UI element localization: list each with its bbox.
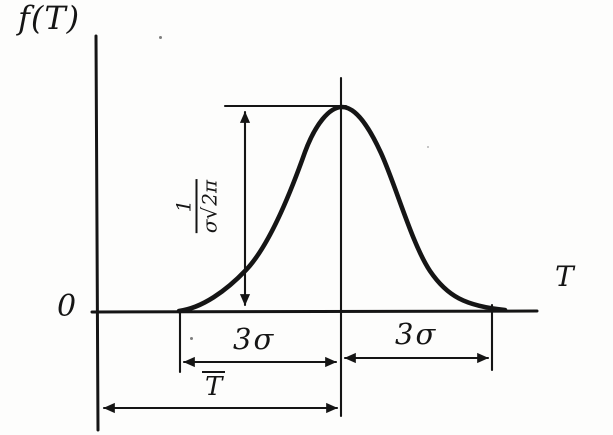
radicand: 2π xyxy=(196,178,222,207)
radical-icon: √ xyxy=(197,206,222,220)
sigma-right-label: 3σ xyxy=(395,317,438,351)
fraction-denominator: σ√2π xyxy=(195,178,222,234)
mean-label: T xyxy=(202,371,226,400)
scan-speck xyxy=(190,337,193,340)
x-axis-line xyxy=(90,309,539,314)
scan-speck xyxy=(427,146,429,148)
sigma-symbol: σ xyxy=(197,219,222,234)
x-axis-label: T xyxy=(555,260,574,293)
fraction-numerator: 1 xyxy=(171,199,196,213)
y-axis-label: f(T) xyxy=(18,0,81,37)
scan-speck xyxy=(159,36,162,39)
sigma-left-label: 3σ xyxy=(233,322,276,356)
mean-label-letter: T xyxy=(202,371,226,400)
origin-label: 0 xyxy=(57,289,77,324)
peak-height-fraction: 1 σ√2π xyxy=(171,178,222,234)
y-axis-line xyxy=(94,34,100,432)
